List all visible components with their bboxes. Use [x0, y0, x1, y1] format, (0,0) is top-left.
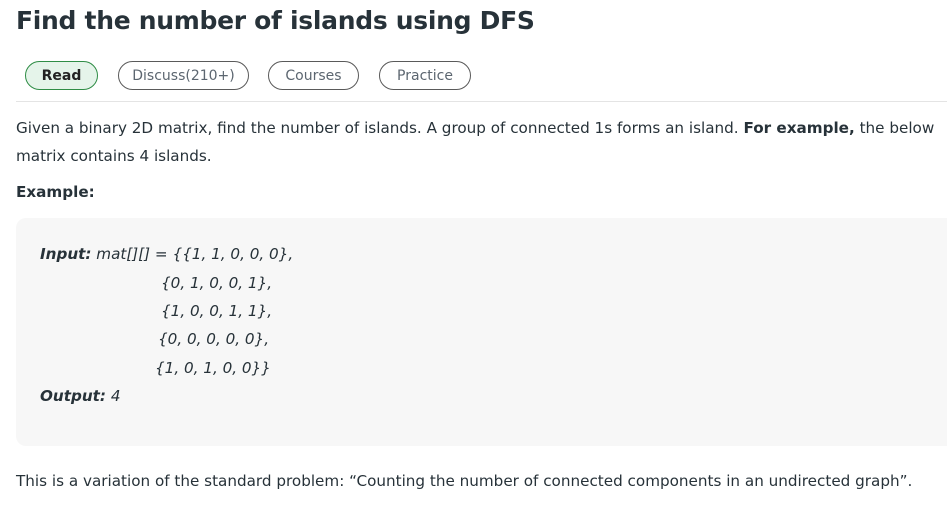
input-first-row: mat[][] = {{1, 1, 0, 0, 0},: [91, 245, 294, 263]
input-label: Input:: [40, 245, 92, 263]
tab-courses[interactable]: Courses: [268, 61, 359, 90]
matrix-row: {0, 1, 0, 0, 1},: [161, 274, 273, 292]
output-value: 4: [106, 387, 121, 405]
example-heading: Example:: [16, 183, 95, 201]
footer-paragraph: This is a variation of the standard prob…: [16, 472, 913, 490]
page-title: Find the number of islands using DFS: [16, 6, 535, 35]
matrix-row: {1, 0, 1, 0, 0}}: [155, 359, 271, 377]
intro-bold-text: For example,: [743, 119, 855, 137]
intro-text-before: Given a binary 2D matrix, find the numbe…: [16, 119, 744, 137]
matrix-row: {1, 0, 0, 1, 1},: [161, 302, 273, 320]
tabs-divider: [16, 101, 947, 102]
example-code-box: Input: mat[][] = {{1, 1, 0, 0, 0}, {0, 1…: [16, 218, 947, 446]
matrix-row: {0, 0, 0, 0, 0},: [158, 330, 270, 348]
intro-paragraph: Given a binary 2D matrix, find the numbe…: [16, 114, 944, 170]
input-line: Input: mat[][] = {{1, 1, 0, 0, 0},: [40, 245, 293, 263]
tab-discuss[interactable]: Discuss(210+): [118, 61, 249, 90]
tab-read[interactable]: Read: [25, 61, 98, 90]
intro-text-after: the below matrix contains 4 islands.: [16, 119, 935, 165]
tab-practice[interactable]: Practice: [379, 61, 471, 90]
output-line: Output: 4: [40, 387, 121, 405]
output-label: Output:: [40, 387, 107, 405]
